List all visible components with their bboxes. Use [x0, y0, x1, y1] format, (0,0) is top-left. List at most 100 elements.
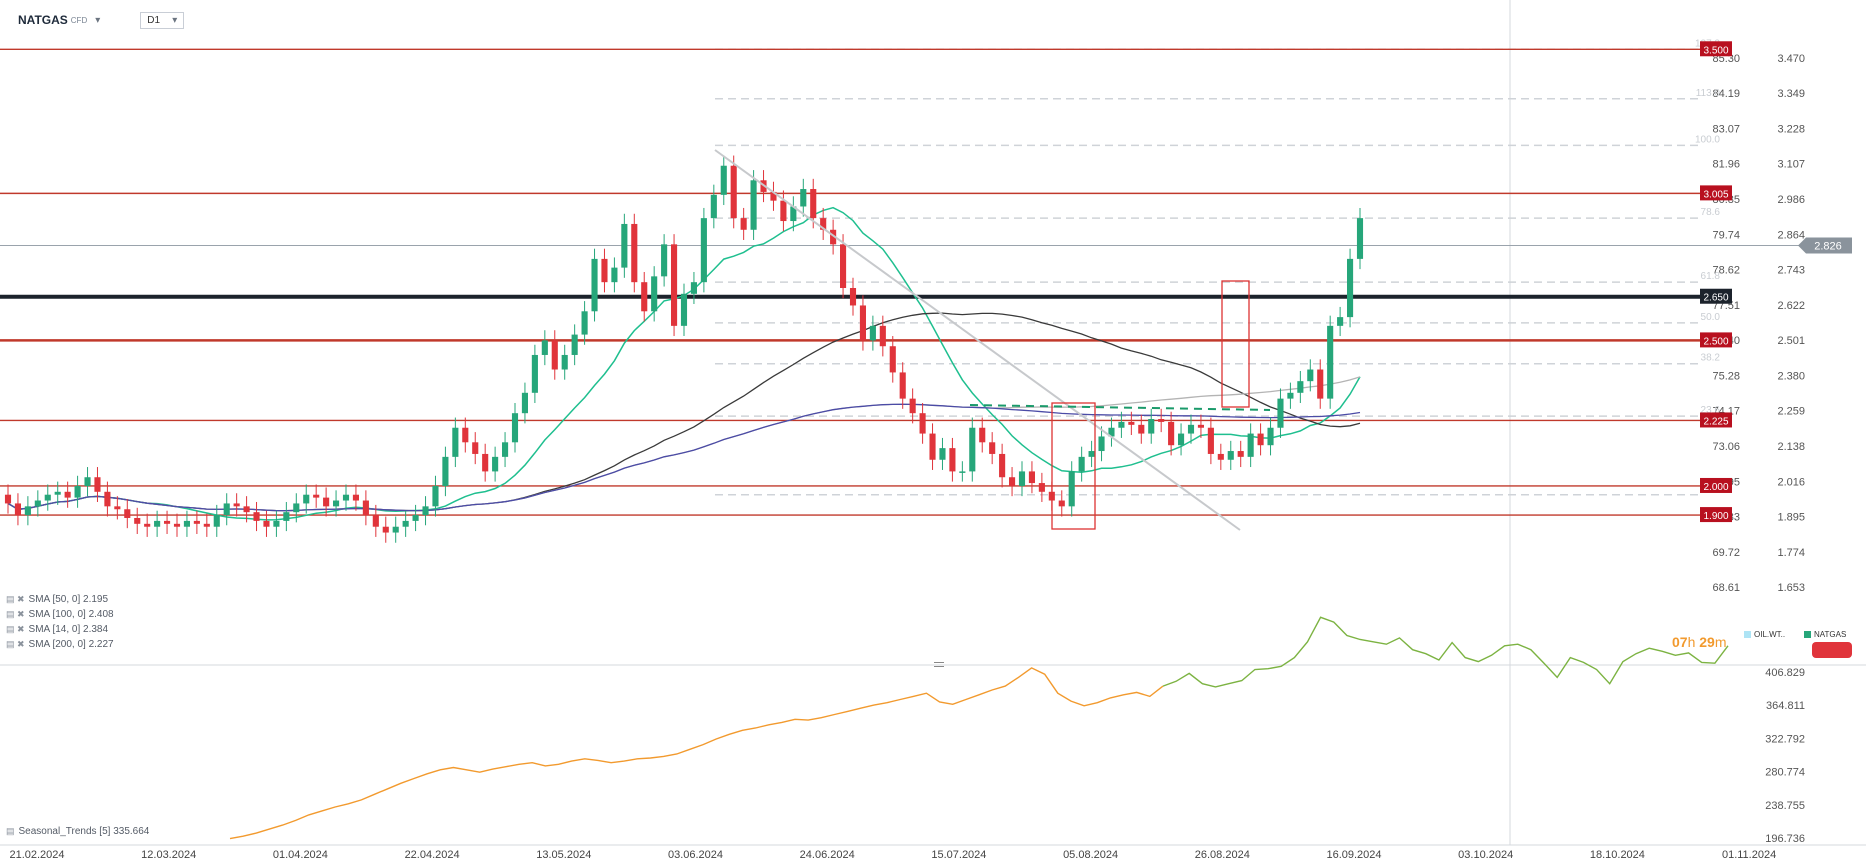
x-tick-label: 16.09.2024 [1326, 849, 1381, 861]
timer-m: m [1714, 634, 1727, 650]
indicator-settings-icon[interactable]: ▤ ✖ [6, 609, 25, 619]
candle-body [869, 325, 876, 341]
candle-body [1346, 258, 1354, 318]
candle-body [1337, 317, 1344, 326]
candle [1088, 440, 1095, 468]
candle [44, 484, 51, 511]
candle [551, 330, 558, 380]
candle-body [710, 194, 717, 219]
x-tick-label: 03.10.2024 [1458, 849, 1513, 861]
timeframe-select[interactable]: D1 ▾ [140, 11, 185, 29]
fib-level-label: 50.0 [1701, 312, 1721, 323]
indicator-legend-row[interactable]: ▤ ✖ SMA [50, 0] 2.195 [6, 592, 114, 607]
highlight-box [1051, 402, 1096, 530]
header-bar: NATGAS CFD ▾ D1 ▾ [18, 10, 185, 30]
x-tick-label: 01.04.2024 [273, 849, 328, 861]
candle-body [293, 503, 300, 513]
candle [382, 516, 389, 543]
level-badge [1700, 185, 1732, 201]
candle-body [989, 442, 996, 454]
candle [909, 388, 916, 424]
candle [1158, 408, 1165, 433]
candle-body [382, 526, 389, 533]
candle-body [939, 448, 946, 460]
legend-oil[interactable]: OIL.WT.. [1744, 630, 1785, 639]
sma-50-line [7, 312, 1361, 512]
y-tick-label: 3.228 [1777, 123, 1805, 135]
candle-body [690, 282, 698, 294]
candle-body [909, 398, 916, 414]
indicator-label: SMA [200, 0] 2.227 [28, 639, 114, 650]
candle-body [670, 244, 678, 326]
y-tick-label: 2.016 [1777, 476, 1805, 488]
candle [124, 499, 131, 529]
level-badge-label: 3.500 [1703, 45, 1728, 56]
level-badge-label: 1.900 [1703, 511, 1728, 522]
level-badge [1700, 288, 1732, 304]
indicator-legend-row[interactable]: ▤ ✖ SMA [100, 0] 2.408 [6, 607, 114, 622]
indicator-settings-icon[interactable]: ▤ ✖ [6, 594, 25, 604]
candle-body [34, 500, 41, 507]
candle [849, 277, 857, 316]
candle-body [969, 427, 976, 472]
indicator-legend-row[interactable]: ▤ ✖ SMA [14, 0] 2.384 [6, 622, 114, 637]
x-tick-label: 15.07.2024 [931, 849, 986, 861]
candle [1277, 388, 1284, 438]
candle-body [651, 276, 658, 312]
instrument-color-button[interactable] [1812, 642, 1852, 658]
candle [1168, 411, 1175, 456]
candle [293, 493, 300, 523]
candle [690, 271, 698, 305]
candle-body [1148, 419, 1155, 434]
candle-body [581, 311, 588, 335]
candle [352, 484, 360, 511]
y-tick-label: 1.653 [1777, 582, 1805, 594]
caret-down-icon: ▾ [95, 14, 101, 26]
candle-body [482, 453, 489, 472]
candle-body [14, 503, 22, 516]
candle-body [780, 200, 787, 222]
pane-resize-handle[interactable] [934, 662, 944, 667]
candle-body [1008, 477, 1016, 486]
candle [919, 402, 926, 444]
candle-body [740, 218, 747, 230]
seasonal-line-forecast [1162, 616, 1729, 688]
candle-body [1217, 453, 1224, 460]
candle-body [1187, 424, 1195, 434]
y2-tick-label: 85.30 [1712, 53, 1740, 65]
candle [283, 501, 290, 532]
candle [830, 219, 837, 255]
indicator-legend-row[interactable]: ▤ ✖ SMA [200, 0] 2.227 [6, 637, 114, 652]
candle-body [462, 427, 469, 443]
indicator-label: SMA [14, 0] 2.384 [28, 624, 109, 635]
candle [949, 437, 956, 482]
y-tick-label: 1.895 [1777, 512, 1805, 524]
candle-body [372, 515, 379, 527]
candle-body [422, 506, 429, 516]
legend-natgas[interactable]: NATGAS [1804, 630, 1846, 639]
seasonal-y-tick-label: 196.736 [1765, 833, 1805, 845]
candle [163, 510, 171, 535]
candle-body [193, 520, 200, 524]
candle-body [442, 456, 449, 486]
current-price-label: 2.826 [1814, 240, 1842, 252]
candle [1327, 315, 1334, 409]
candle [1118, 411, 1125, 438]
candle [482, 443, 489, 482]
candle [392, 516, 399, 543]
indicator-settings-icon[interactable]: ▤ ✖ [6, 639, 25, 649]
candle [173, 513, 181, 537]
candle-body [839, 244, 847, 289]
candle [253, 501, 260, 532]
candle-body [810, 189, 817, 219]
symbol-selector[interactable]: NATGAS CFD ▾ [18, 13, 100, 27]
candle [521, 382, 529, 424]
candle [472, 432, 479, 465]
settings-icon[interactable]: ▤ [6, 826, 15, 836]
candle [1317, 359, 1324, 409]
candle-body [1118, 421, 1125, 428]
indicator-settings-icon[interactable]: ▤ ✖ [6, 624, 25, 634]
candle [1058, 490, 1065, 517]
candle-body [979, 427, 986, 443]
